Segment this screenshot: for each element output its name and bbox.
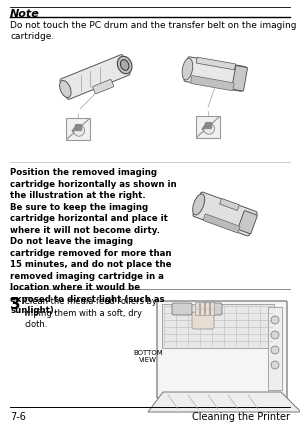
FancyBboxPatch shape (93, 80, 114, 95)
FancyBboxPatch shape (202, 303, 222, 315)
FancyBboxPatch shape (193, 193, 257, 236)
Circle shape (271, 316, 279, 324)
Ellipse shape (60, 81, 71, 98)
Circle shape (271, 361, 279, 369)
Text: Position the removed imaging
cartridge horizontally as shown in
the illustration: Position the removed imaging cartridge h… (10, 167, 177, 314)
Bar (205, 302, 209, 315)
FancyBboxPatch shape (60, 55, 130, 100)
Bar (268, 307, 282, 390)
FancyBboxPatch shape (192, 312, 214, 329)
Text: BOTTOM
VIEW: BOTTOM VIEW (133, 349, 163, 363)
Circle shape (271, 331, 279, 339)
FancyBboxPatch shape (220, 199, 239, 211)
Text: 3: 3 (10, 296, 21, 311)
Bar (66, 119, 90, 141)
Text: Note: Note (10, 9, 40, 19)
Text: Clean the media feed rollers by
wiping them with a soft, dry
cloth.: Clean the media feed rollers by wiping t… (24, 296, 157, 328)
Circle shape (74, 126, 85, 137)
FancyBboxPatch shape (196, 58, 236, 71)
Bar (195, 302, 199, 315)
Text: Cleaning the Printer: Cleaning the Printer (192, 411, 290, 421)
Ellipse shape (182, 59, 193, 81)
Ellipse shape (120, 60, 129, 71)
Bar (210, 302, 214, 315)
Bar (162, 304, 274, 348)
FancyBboxPatch shape (172, 303, 192, 315)
FancyBboxPatch shape (238, 211, 257, 234)
FancyBboxPatch shape (190, 76, 234, 92)
Ellipse shape (193, 195, 205, 216)
Circle shape (271, 346, 279, 354)
FancyBboxPatch shape (157, 301, 287, 398)
Bar (196, 117, 220, 139)
Ellipse shape (117, 57, 132, 75)
FancyBboxPatch shape (203, 214, 240, 233)
Text: 7-6: 7-6 (10, 411, 26, 421)
Bar (200, 302, 204, 315)
Polygon shape (148, 392, 300, 412)
Text: Do not touch the PC drum and the transfer belt on the imaging
cartridge.: Do not touch the PC drum and the transfe… (10, 21, 296, 41)
Circle shape (203, 124, 214, 135)
FancyBboxPatch shape (232, 66, 248, 92)
FancyBboxPatch shape (184, 58, 246, 92)
